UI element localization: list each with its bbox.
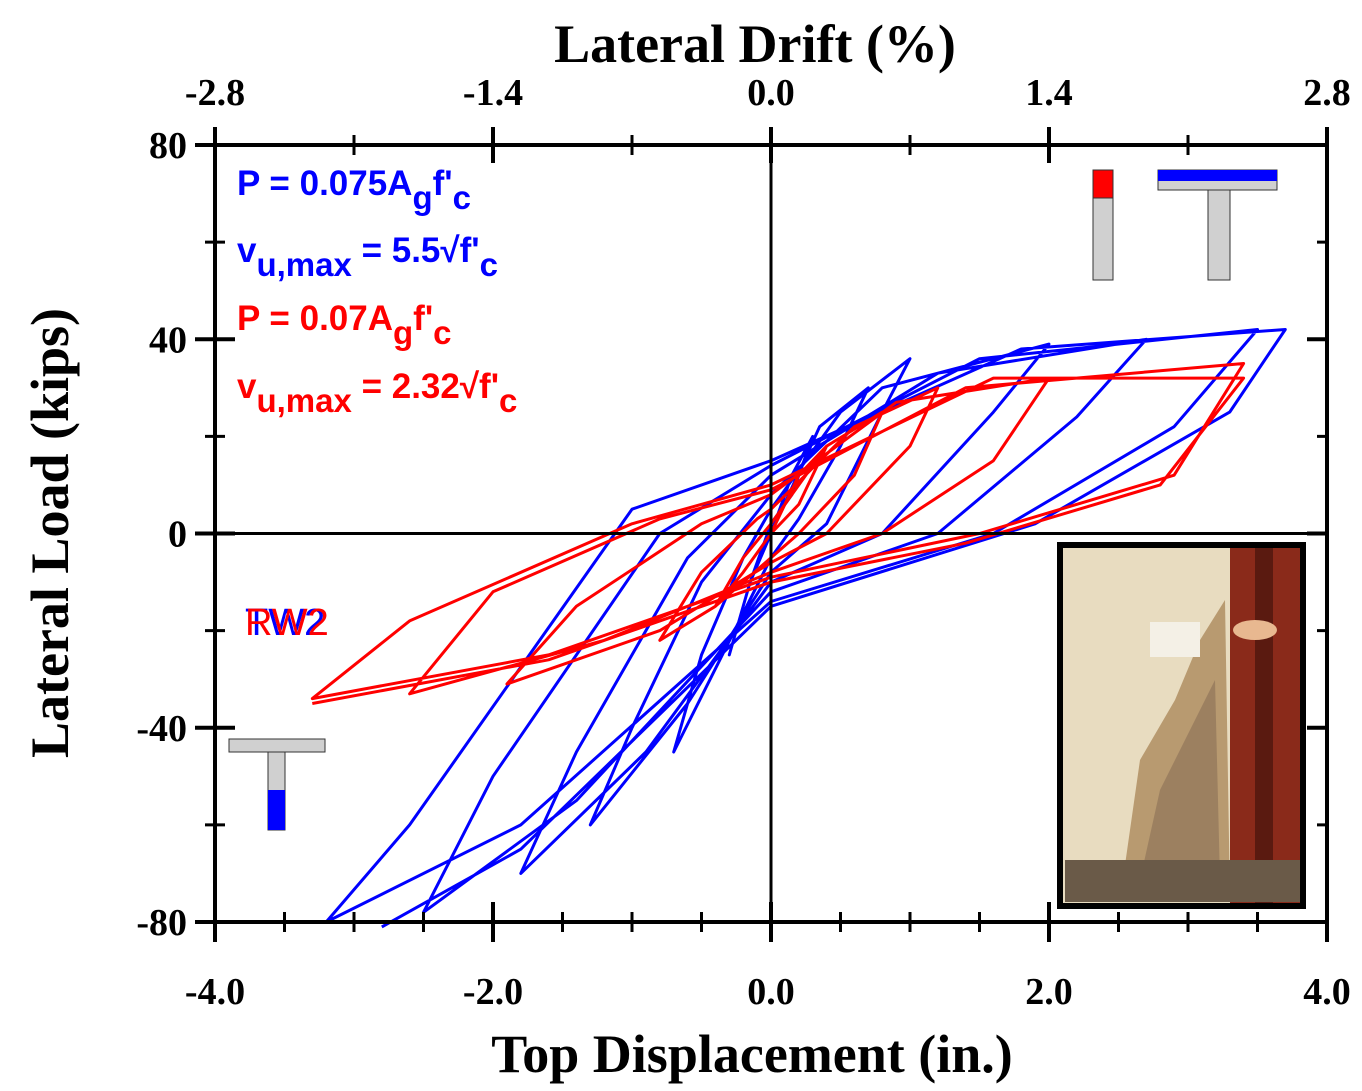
annotation: P = 0.07Agf'c [237, 299, 452, 351]
annotation-subscript: c [433, 314, 451, 351]
annotation-subscript: u,max [256, 246, 352, 283]
series-label: TW2 [245, 602, 325, 644]
x-tick-label: 4.0 [1303, 971, 1351, 1013]
y-tick-label: 40 [149, 319, 187, 361]
photo-inset [1057, 542, 1306, 909]
annotation-text: f' [433, 164, 453, 203]
annotation-text: = 5.5√f' [352, 231, 480, 270]
annotation: vu,max = 5.5√f'c [237, 231, 498, 283]
y-tick-label: -80 [136, 902, 187, 944]
x2-tick-label: -1.4 [463, 72, 523, 114]
y-axis-label: Lateral Load (kips) [20, 308, 80, 758]
x-tick-label: -4.0 [185, 971, 245, 1013]
annotation-subscript: c [453, 179, 471, 216]
hysteresis-curve [310, 362, 1246, 705]
x2-tick-label: 2.8 [1303, 72, 1351, 114]
annotation-subscript: c [499, 382, 517, 419]
annotation-subscript: g [412, 179, 432, 216]
annotation-subscript: g [393, 314, 413, 351]
series-label: RW2 [245, 602, 329, 644]
annotation-text: P = 0.07A [237, 299, 393, 338]
annotation-text: v [237, 367, 257, 406]
y-tick-label: 80 [149, 125, 187, 167]
annotation-text: = 2.32√f' [352, 367, 499, 406]
annotation-text: v [237, 231, 257, 270]
x-axis-label: Top Displacement (in.) [491, 1024, 1013, 1084]
annotation-subscript: u,max [256, 382, 352, 419]
annotation: vu,max = 2.32√f'c [237, 367, 517, 419]
annotation: P = 0.075Agf'c [237, 164, 471, 216]
annotation-text: f' [413, 299, 433, 338]
chart-title: Lateral Drift (%) [554, 14, 956, 74]
annotation-subscript: c [480, 246, 498, 283]
x-tick-label: -2.0 [463, 971, 523, 1013]
x-tick-label: 2.0 [1025, 971, 1073, 1013]
x2-tick-label: 0.0 [747, 72, 795, 114]
y-tick-label: -40 [136, 708, 187, 750]
x2-tick-label: -2.8 [185, 72, 245, 114]
y-tick-label: 0 [168, 514, 187, 556]
annotation-text: P = 0.075A [237, 164, 412, 203]
x-tick-label: 0.0 [747, 971, 795, 1013]
x2-tick-label: 1.4 [1025, 72, 1073, 114]
section-icons [228, 169, 1278, 831]
